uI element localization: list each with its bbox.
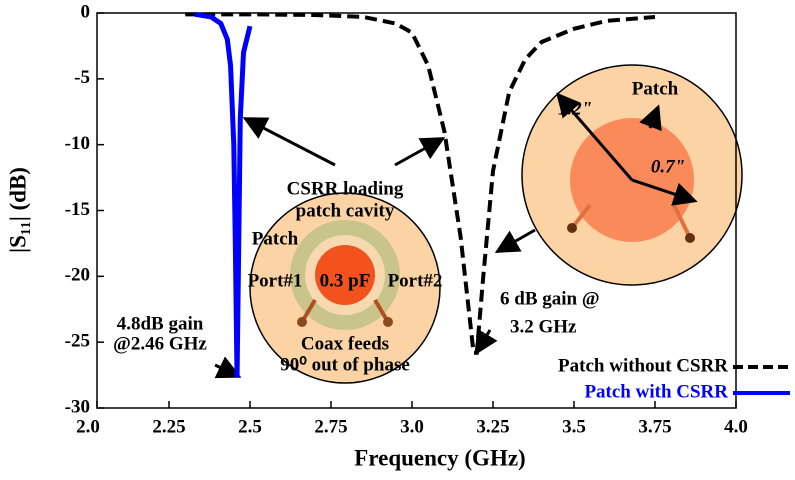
y-axis-label: |S₁₁| (dB): [5, 167, 30, 253]
y-tick-label: -20: [65, 265, 90, 286]
x-tick-label: 2.75: [314, 416, 347, 437]
annotation: Patch: [632, 78, 679, 99]
x-tick-label: 3.0: [400, 416, 424, 437]
left-inset: [249, 192, 441, 384]
annotation: 0.7": [651, 156, 685, 177]
annotation: 1.2": [558, 98, 592, 119]
annotation: @2.46 GHz: [113, 333, 207, 354]
series-line: [185, 12, 656, 355]
y-tick-label: -30: [65, 396, 90, 417]
y-tick-label: -10: [65, 133, 90, 154]
x-tick-label: 2.25: [152, 416, 185, 437]
x-tick-label: 3.5: [562, 416, 586, 437]
annotation: CSRR loading: [287, 178, 404, 199]
legend-label: Patch without CSRR: [558, 355, 728, 376]
y-tick-label: 0: [81, 1, 91, 22]
annotation: Port#1: [248, 270, 303, 291]
series-line: [194, 11, 253, 378]
annotation: 6 dB gain @: [500, 288, 600, 309]
annotation: 4.8dB gain: [117, 313, 204, 334]
y-tick-label: -5: [74, 67, 90, 88]
x-tick-label: 2.0: [76, 416, 100, 437]
right-inset: [521, 64, 743, 286]
x-tick-label: 3.75: [638, 416, 671, 437]
y-tick-label: -25: [65, 331, 90, 352]
y-tick-label: -15: [65, 199, 90, 220]
annotation: Port#2: [388, 270, 443, 291]
annotation: patch cavity: [296, 200, 395, 221]
x-tick-label: 3.25: [476, 416, 509, 437]
annotation: 90⁰ out of phase: [280, 354, 410, 375]
legend-label: Patch with CSRR: [584, 381, 728, 402]
x-axis-label: Frequency (GHz): [354, 445, 525, 470]
annotation: Coax feeds: [301, 333, 389, 354]
annotation: 3.2 GHz: [510, 316, 577, 337]
x-tick-label: 2.5: [238, 416, 262, 437]
arrows: [214, 117, 536, 379]
annotation: Patch: [252, 228, 299, 249]
x-tick-label: 4.0: [724, 416, 748, 437]
annotation: 0.3 pF: [320, 270, 371, 291]
